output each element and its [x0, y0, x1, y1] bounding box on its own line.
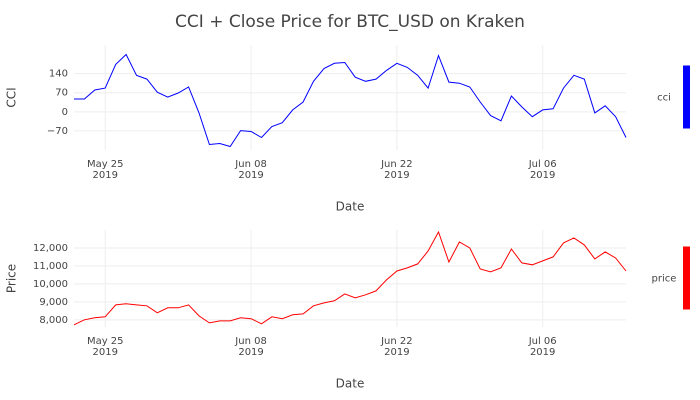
data-line — [73, 230, 627, 326]
y-tick-label: 70 — [55, 88, 68, 99]
y-tick-label: 8,000 — [39, 315, 68, 326]
x-tick-sublabel: 2019 — [93, 347, 118, 358]
x-tick-label: Jul 06 — [528, 159, 557, 170]
x-tick-label: Jun 08 — [234, 159, 267, 170]
x-axis-label: Date — [336, 200, 365, 214]
x-tick-label: May 25 — [87, 336, 124, 347]
x-tick-sublabel: 2019 — [530, 347, 555, 358]
x-tick-sublabel: 2019 — [530, 170, 555, 181]
x-tick-sublabel: 2019 — [238, 170, 263, 181]
legend-label: cci — [657, 93, 671, 104]
legend-label: price — [652, 274, 677, 285]
x-tick-sublabel: 2019 — [384, 170, 409, 181]
x-axis-label: Date — [336, 377, 365, 391]
y-tick-label: 12,000 — [33, 243, 68, 254]
y-axis-label: CCI — [5, 87, 19, 107]
legend-swatch — [683, 246, 690, 310]
y-tick-label: 9,000 — [39, 297, 68, 308]
x-tick-label: May 25 — [87, 159, 124, 170]
x-tick-label: Jun 22 — [380, 159, 413, 170]
y-tick-label: 140 — [49, 69, 68, 80]
x-tick-sublabel: 2019 — [93, 170, 118, 181]
x-tick-label: Jul 06 — [528, 336, 557, 347]
chart-title: CCI + Close Price for BTC_USD on Kraken — [175, 12, 525, 32]
x-tick-label: Jun 08 — [234, 336, 267, 347]
y-tick-label: 11,000 — [33, 261, 68, 272]
y-axis-label: Price — [5, 264, 19, 293]
data-line — [74, 53, 627, 148]
y-tick-label: −70 — [47, 126, 68, 137]
x-tick-sublabel: 2019 — [384, 347, 409, 358]
y-tick-label: 0 — [62, 107, 68, 118]
x-tick-sublabel: 2019 — [238, 347, 263, 358]
y-tick-label: 10,000 — [33, 279, 68, 290]
x-tick-label: Jun 22 — [380, 336, 413, 347]
legend-swatch — [683, 65, 690, 129]
